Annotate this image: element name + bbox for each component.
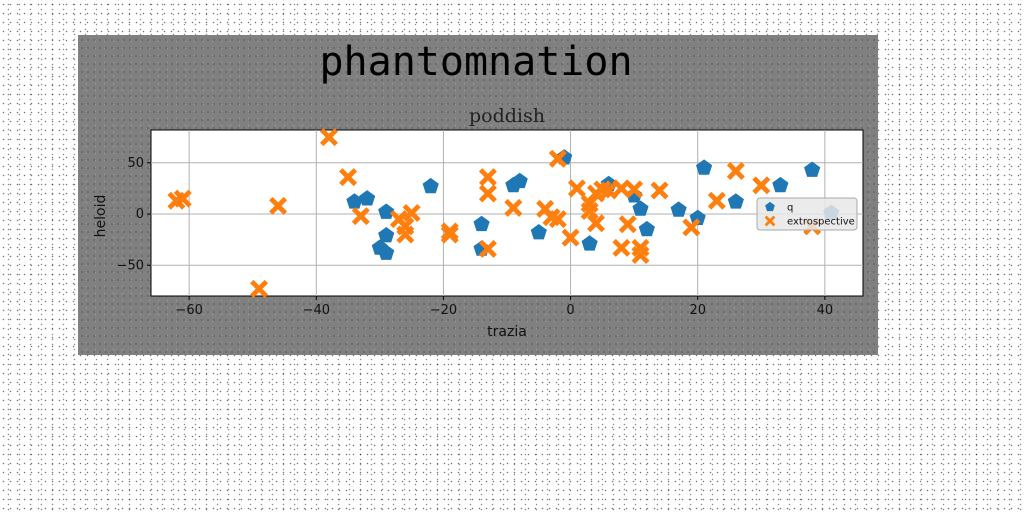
x-point bbox=[320, 128, 338, 147]
pentagon-point bbox=[378, 203, 395, 219]
pentagon-point bbox=[632, 200, 649, 216]
pentagon-point bbox=[695, 159, 713, 175]
y-tick-label: −50 bbox=[117, 258, 144, 273]
x-point bbox=[478, 239, 497, 258]
chart-title: phantomnation bbox=[319, 39, 632, 85]
x-point bbox=[339, 168, 358, 187]
x-point bbox=[440, 225, 459, 244]
x-point bbox=[726, 161, 745, 180]
data-marks bbox=[167, 128, 840, 298]
x-point bbox=[402, 204, 421, 222]
pentagon-point bbox=[359, 190, 376, 206]
series-1 bbox=[167, 128, 822, 298]
legend-label-1: extrospective bbox=[787, 217, 855, 228]
scatter-chart: phantomnation poddish −60 −40 −20 0 20 40 −50 0… bbox=[93, 39, 864, 340]
y-tick-label: 50 bbox=[127, 156, 144, 171]
axis-ticks: −60 −40 −20 0 20 40 −50 0 50 bbox=[117, 156, 834, 318]
x-point bbox=[580, 201, 599, 220]
x-tick-label: −40 bbox=[303, 303, 330, 318]
x-point bbox=[351, 207, 370, 226]
x-point bbox=[625, 180, 644, 199]
pentagon-point bbox=[346, 193, 363, 209]
legend-label-0: q bbox=[787, 203, 793, 214]
x-point bbox=[650, 181, 669, 200]
x-axis-label: trazia bbox=[487, 324, 527, 340]
x-point bbox=[567, 179, 586, 198]
x-point bbox=[548, 210, 567, 229]
pentagon-point bbox=[473, 215, 490, 232]
x-point bbox=[167, 191, 186, 210]
x-point bbox=[504, 198, 523, 217]
x-point bbox=[682, 218, 701, 237]
x-tick-label: −20 bbox=[430, 303, 457, 318]
legend-box bbox=[756, 197, 858, 231]
pentagon-point bbox=[670, 201, 687, 217]
pentagon-point bbox=[530, 223, 547, 240]
series-0 bbox=[346, 149, 840, 260]
x-point bbox=[618, 215, 637, 234]
x-point bbox=[752, 176, 771, 195]
pentagon-point bbox=[378, 227, 395, 243]
pentagon-point bbox=[727, 193, 744, 209]
x-point bbox=[599, 181, 618, 200]
x-point bbox=[396, 225, 415, 244]
x-point bbox=[250, 279, 269, 298]
x-point bbox=[269, 196, 288, 215]
legend-marker-0 bbox=[765, 201, 775, 212]
chart-subtitle: poddish bbox=[469, 105, 545, 127]
x-point bbox=[612, 238, 631, 257]
y-tick-label: 0 bbox=[136, 207, 144, 222]
x-tick-label: 40 bbox=[817, 303, 834, 318]
pentagon-point bbox=[772, 176, 789, 193]
pentagon-point bbox=[804, 161, 821, 177]
x-point bbox=[548, 149, 567, 168]
pentagon-point bbox=[689, 209, 706, 225]
pentagon-point bbox=[378, 244, 395, 260]
x-tick-label: 0 bbox=[566, 303, 574, 318]
legend: q extrospective bbox=[756, 197, 858, 231]
y-axis-label: heloid bbox=[93, 195, 109, 238]
x-point bbox=[587, 214, 605, 233]
x-tick-label: 20 bbox=[689, 303, 706, 318]
x-point bbox=[707, 191, 726, 210]
pentagon-point bbox=[638, 220, 655, 237]
figure: phantomnation poddish −60 −40 −20 0 20 40 −50 0… bbox=[78, 35, 878, 355]
x-point bbox=[631, 246, 650, 265]
x-tick-label: −60 bbox=[175, 303, 202, 318]
x-point bbox=[478, 168, 497, 187]
pentagon-point bbox=[511, 172, 528, 189]
x-point bbox=[561, 228, 580, 247]
pentagon-point bbox=[581, 235, 598, 251]
legend-marker-1 bbox=[764, 215, 776, 227]
x-point bbox=[478, 184, 497, 203]
pentagon-point bbox=[422, 177, 439, 194]
